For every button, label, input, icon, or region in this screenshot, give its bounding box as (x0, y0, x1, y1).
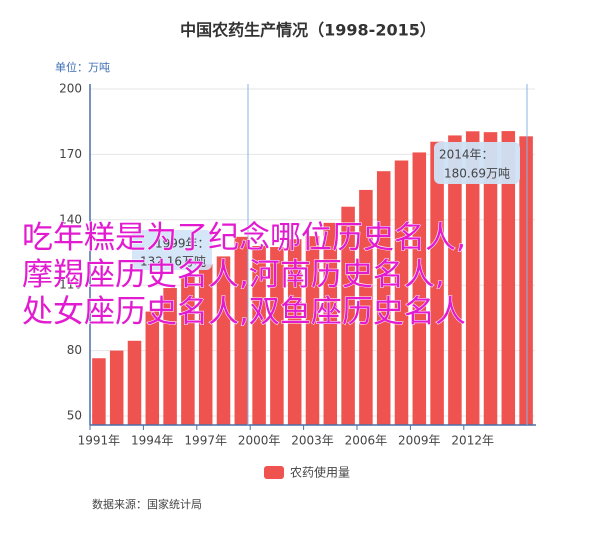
overlay-text: 处女座历史名人,双鱼座历史名人 (22, 294, 466, 330)
bar (163, 288, 177, 425)
bar (519, 136, 533, 425)
overlay-text: 吃年糕是为了纪念哪位历史名人, (22, 220, 466, 256)
bar (412, 152, 427, 426)
bar (501, 131, 516, 425)
bar (145, 311, 160, 425)
x-tick-label: 2012年 (451, 434, 494, 448)
bar (198, 264, 213, 425)
bar (92, 358, 106, 425)
bar (394, 160, 409, 425)
x-tick-label: 2006年 (345, 434, 388, 448)
y-tick-label: 140 (59, 212, 82, 226)
x-tick-label: 2000年 (238, 434, 281, 448)
unit-label: 单位：万吨 (55, 60, 110, 74)
y-tick-label: 50 (67, 409, 82, 423)
bar (234, 236, 249, 425)
bar (465, 131, 480, 426)
tooltip-label: 2014年： (439, 148, 494, 162)
y-tick-label: 170 (59, 147, 82, 161)
y-tick-label: 80 (67, 343, 82, 357)
tooltip: 2014年： 180.69万吨 (434, 142, 520, 184)
legend-swatch[interactable] (264, 466, 284, 479)
bar (323, 222, 338, 425)
bar (376, 171, 391, 425)
tooltip-label: 1999年： (155, 237, 210, 251)
y-tick-label: 110 (59, 278, 82, 292)
bar (430, 141, 444, 426)
tooltip-box (434, 142, 520, 184)
x-tick-label: 1991年 (78, 434, 121, 448)
y-tick-label: 200 (59, 82, 82, 96)
tooltip-value: 132.16万吨 (140, 255, 206, 269)
x-tick-label: 2009年 (398, 434, 441, 448)
x-tick-label: 2003年 (291, 434, 334, 448)
bar (181, 276, 195, 425)
bar (127, 340, 142, 425)
overlay-text: 摩羯座历史名人,河南历史名人, (22, 257, 445, 293)
bar (341, 206, 355, 425)
bar (483, 132, 498, 425)
x-tick-label: 1994年 (131, 434, 174, 448)
source: 数据来源：国家统计局 (92, 497, 202, 511)
bar (109, 350, 124, 425)
x-tick-label: 1997年 (184, 434, 227, 448)
plot: 50 80 110 140 170 200 1991年 1994年 1997年 2000年 2003… (59, 82, 535, 448)
bar (216, 256, 231, 425)
chart-title: 中国农药生产情况（1998-2015） (180, 21, 436, 40)
tooltip-box (132, 230, 212, 270)
tooltip: 1999年： 132.16万吨 (132, 230, 212, 270)
legend-label[interactable]: 农药使用量 (290, 465, 350, 480)
bar (305, 236, 320, 425)
bar (270, 247, 284, 425)
bar (287, 239, 302, 425)
bar (359, 189, 373, 425)
bar (252, 245, 266, 425)
tooltip-value: 180.69万吨 (444, 167, 510, 181)
bar (448, 135, 462, 425)
